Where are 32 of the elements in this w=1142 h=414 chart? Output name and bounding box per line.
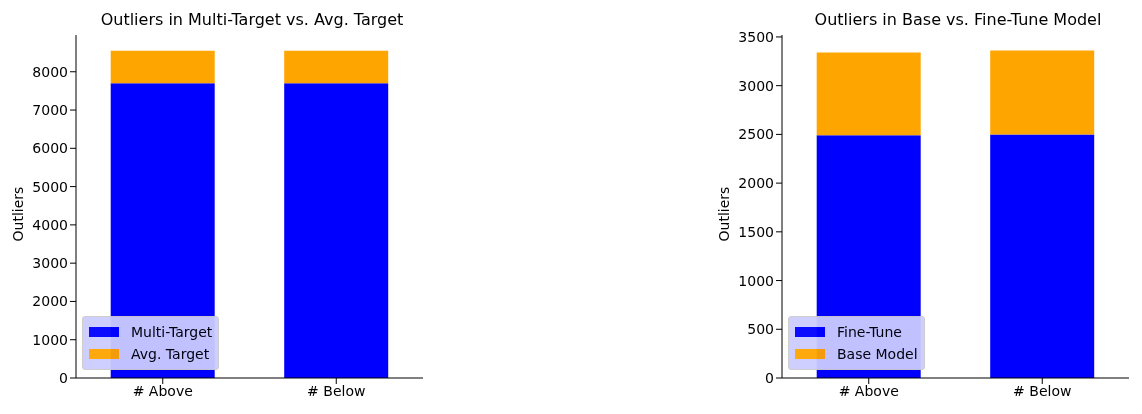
y-tick-label: 1000 — [738, 272, 774, 289]
legend-label: Base Model — [837, 346, 918, 362]
bar — [816, 52, 921, 136]
y-tick-label: 1000 — [32, 331, 68, 348]
y-tick-label: 2000 — [738, 175, 774, 192]
legend-label: Multi-Target — [131, 324, 213, 340]
y-tick-label: 3500 — [738, 28, 774, 45]
y-tick-label: 2000 — [32, 293, 68, 310]
legend-label: Fine-Tune — [837, 324, 902, 340]
bar — [990, 134, 1095, 378]
bar — [990, 50, 1095, 135]
x-tick-label: # Above — [132, 382, 193, 399]
chart-title: Outliers in Base vs. Fine-Tune Model — [813, 10, 1103, 29]
y-tick-label: 0 — [59, 369, 68, 386]
y-tick-label: 1500 — [738, 223, 774, 240]
y-tick-label: 7000 — [32, 102, 68, 118]
x-tick-label: # Below — [307, 382, 366, 399]
legend-label: Avg. Target — [131, 346, 210, 362]
x-tick-label: # Below — [1013, 382, 1072, 399]
y-tick-label: 8000 — [32, 63, 68, 80]
y-axis-title: Outliers — [10, 186, 27, 242]
y-tick-label: 500 — [747, 321, 774, 338]
y-tick-label: 3000 — [32, 255, 68, 272]
x-tick-label: # Above — [838, 382, 899, 399]
y-axis-title: Outliers — [716, 186, 733, 242]
y-tick-label: 0 — [765, 369, 774, 386]
y-tick-label: 3000 — [738, 77, 774, 94]
y-tick-label: 5000 — [32, 178, 68, 195]
y-tick-label: 6000 — [32, 140, 68, 157]
chart-title: Outliers in Multi-Target vs. Avg. Target — [99, 10, 405, 29]
y-tick-label: 2500 — [738, 126, 774, 143]
y-tick-label: 4000 — [32, 216, 68, 233]
